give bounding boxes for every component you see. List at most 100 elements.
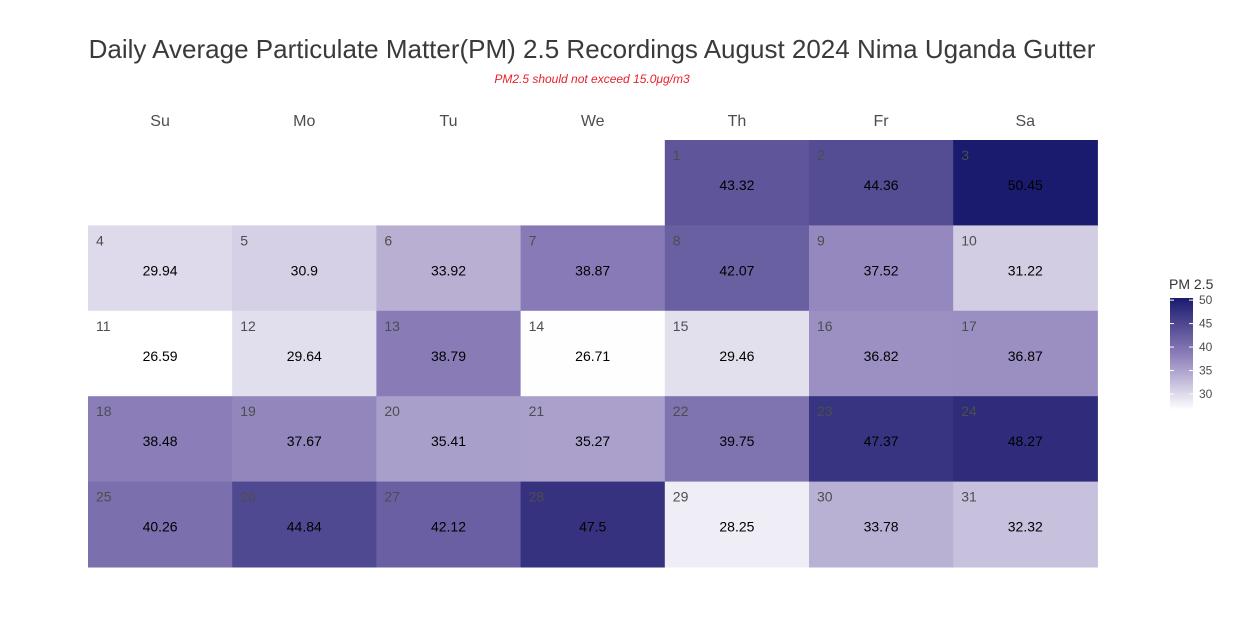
day-value: 40.26 bbox=[143, 519, 178, 535]
legend-ticks: 30 35 40 45 50 bbox=[1170, 293, 1213, 401]
day-number: 8 bbox=[673, 232, 681, 248]
day-number: 2 bbox=[817, 147, 825, 163]
weekday-label: Fr bbox=[874, 113, 890, 130]
day-value: 36.82 bbox=[864, 348, 899, 364]
legend-tick-label: 50 bbox=[1199, 293, 1213, 307]
day-cell: 18 38.48 bbox=[88, 396, 233, 483]
day-value: 42.07 bbox=[719, 262, 754, 278]
day-value: 30.9 bbox=[291, 262, 318, 278]
day-value: 43.32 bbox=[719, 177, 754, 193]
day-cell-fill bbox=[376, 310, 522, 397]
day-cell-fill bbox=[664, 481, 810, 568]
day-cell-fill bbox=[88, 481, 233, 568]
day-cell: 244.36 bbox=[809, 140, 954, 226]
day-value: 50.45 bbox=[1008, 177, 1043, 193]
day-cell: 25 40.26 bbox=[88, 481, 233, 568]
day-cell: 26 44.84 bbox=[232, 481, 377, 568]
weekday-label: Su bbox=[150, 113, 170, 130]
day-value: 38.79 bbox=[431, 348, 466, 364]
day-value: 28.25 bbox=[719, 519, 754, 535]
day-cell-fill bbox=[88, 396, 233, 483]
day-cell-fill bbox=[953, 140, 1098, 226]
day-cell: 633.92 bbox=[376, 225, 522, 312]
day-number: 30 bbox=[817, 489, 833, 505]
day-cell: 27 42.12 bbox=[376, 481, 522, 568]
day-cell: 22 39.75 bbox=[664, 396, 810, 483]
day-cell: 13 38.79 bbox=[376, 310, 522, 397]
day-cell: 23 47.37 bbox=[809, 396, 954, 483]
day-value: 47.5 bbox=[579, 519, 606, 535]
day-cell-fill bbox=[520, 225, 666, 312]
day-cell-fill bbox=[232, 396, 377, 483]
day-cell: 20 35.41 bbox=[376, 396, 522, 483]
day-cell: 429.94 bbox=[88, 225, 233, 312]
day-number: 25 bbox=[96, 489, 112, 505]
day-cell-fill bbox=[953, 225, 1098, 312]
day-cell: 30 33.78 bbox=[809, 481, 954, 568]
day-cell: 28 47.5 bbox=[520, 481, 666, 568]
day-cell-fill bbox=[809, 310, 954, 397]
day-number: 23 bbox=[817, 403, 833, 419]
weekday-label: Sa bbox=[1016, 113, 1036, 130]
day-value: 29.94 bbox=[143, 262, 178, 278]
day-number: 3 bbox=[961, 147, 969, 163]
day-value: 26.71 bbox=[575, 348, 610, 364]
day-number: 26 bbox=[240, 489, 256, 505]
weekday-header-row: Su Mo Tu We Th Fr Sa bbox=[150, 113, 1035, 130]
day-value: 36.87 bbox=[1008, 348, 1043, 364]
day-number: 10 bbox=[961, 232, 977, 248]
day-number: 16 bbox=[817, 318, 833, 334]
day-value: 33.92 bbox=[431, 262, 466, 278]
day-cell: 10 31.22 bbox=[953, 225, 1098, 312]
color-legend: PM 2.5 30 35 40 45 50 bbox=[1169, 276, 1214, 410]
day-cell: 350.45 bbox=[953, 140, 1098, 226]
day-cell-fill bbox=[809, 225, 954, 312]
day-cell-fill bbox=[376, 396, 522, 483]
day-value: 32.32 bbox=[1008, 519, 1043, 535]
day-number: 19 bbox=[240, 403, 256, 419]
day-value: 42.12 bbox=[431, 519, 466, 535]
legend-tick-label: 40 bbox=[1199, 340, 1213, 354]
day-cell: 530.9 bbox=[232, 225, 377, 312]
day-number: 1 bbox=[673, 147, 681, 163]
day-number: 5 bbox=[240, 232, 248, 248]
day-cell-fill bbox=[809, 396, 954, 483]
day-cell: 16 36.82 bbox=[809, 310, 954, 397]
day-number: 14 bbox=[529, 318, 545, 334]
day-number: 9 bbox=[817, 232, 825, 248]
legend-tick-label: 30 bbox=[1199, 387, 1213, 401]
day-cell: 14 26.71 bbox=[520, 310, 666, 397]
day-cell-fill bbox=[520, 396, 666, 483]
weekday-label: We bbox=[581, 113, 605, 130]
day-value: 44.84 bbox=[287, 519, 322, 535]
day-cell-fill bbox=[953, 481, 1098, 568]
day-cell: 17 36.87 bbox=[953, 310, 1098, 397]
day-number: 18 bbox=[96, 403, 112, 419]
day-number: 24 bbox=[961, 403, 977, 419]
day-cell-fill bbox=[232, 225, 377, 312]
day-cell-fill bbox=[664, 225, 810, 312]
legend-tick-label: 45 bbox=[1199, 317, 1213, 331]
day-value: 37.52 bbox=[864, 262, 899, 278]
day-cell: 24 48.27 bbox=[953, 396, 1098, 483]
day-number: 28 bbox=[529, 489, 545, 505]
day-cell-fill bbox=[376, 225, 522, 312]
calendar-grid: 143.32244.36350.45429.94530.9633.92738.8… bbox=[88, 140, 1098, 568]
day-cell-fill bbox=[953, 396, 1098, 483]
day-cell: 143.32 bbox=[664, 140, 810, 226]
day-cell-fill bbox=[664, 140, 810, 226]
weekday-label: Tu bbox=[439, 113, 457, 130]
day-cell-fill bbox=[664, 396, 810, 483]
day-cell: 937.52 bbox=[809, 225, 954, 312]
day-cell-fill bbox=[232, 481, 377, 568]
day-cell: 738.87 bbox=[520, 225, 666, 312]
day-cell-fill bbox=[88, 225, 233, 312]
day-value: 35.27 bbox=[575, 433, 610, 449]
day-value: 33.78 bbox=[864, 519, 899, 535]
day-number: 15 bbox=[673, 318, 689, 334]
day-cell-fill bbox=[376, 481, 522, 568]
day-cell-fill bbox=[953, 310, 1098, 397]
weekday-label: Th bbox=[728, 113, 747, 130]
day-number: 22 bbox=[673, 403, 689, 419]
